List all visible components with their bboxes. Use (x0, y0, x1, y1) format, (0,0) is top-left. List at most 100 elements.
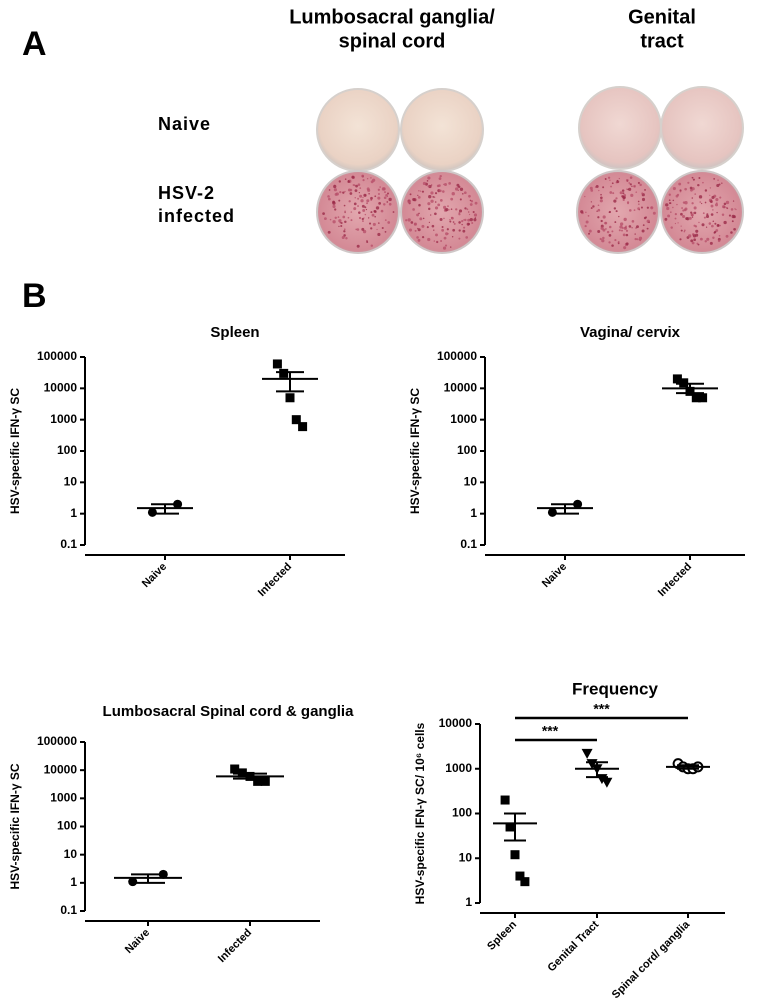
spot (639, 239, 642, 242)
spot (679, 238, 682, 241)
spot (363, 193, 367, 197)
y-tick-label: 10 (64, 475, 78, 489)
spot (719, 196, 722, 199)
spot (718, 183, 721, 186)
spot (377, 188, 381, 191)
spot (364, 206, 367, 209)
spot (617, 241, 620, 244)
spot (619, 191, 623, 195)
spot (600, 219, 603, 223)
spot (329, 218, 332, 221)
spot (672, 199, 675, 202)
spot (613, 207, 617, 210)
spot (412, 208, 415, 211)
spot (664, 217, 668, 221)
spot (633, 209, 636, 212)
spot (342, 215, 346, 219)
spot (631, 220, 635, 223)
spot (715, 198, 719, 202)
spot (723, 202, 727, 206)
spot (433, 240, 436, 242)
point (128, 877, 138, 887)
spot (427, 237, 431, 242)
spot (680, 212, 683, 216)
spot (343, 228, 346, 231)
spot (409, 193, 412, 196)
y-tick-label: 100000 (37, 349, 77, 363)
spot (690, 239, 694, 243)
spot (450, 208, 453, 210)
spot (421, 224, 425, 228)
spot (704, 240, 707, 243)
spot (470, 200, 474, 203)
spot (636, 225, 639, 229)
spot (332, 204, 336, 209)
spot (439, 189, 442, 193)
y-tick-label: 1 (70, 875, 77, 889)
spot (385, 193, 388, 197)
spot (453, 222, 456, 225)
spot (462, 229, 466, 233)
spot (680, 225, 682, 227)
spot (682, 209, 685, 212)
spot (334, 208, 337, 211)
spot (639, 183, 642, 187)
spot (599, 237, 602, 241)
spot (375, 206, 380, 210)
spot (434, 212, 437, 216)
point (285, 393, 295, 403)
spot (687, 181, 690, 184)
spot (407, 218, 411, 222)
spot (698, 221, 700, 224)
spot (368, 222, 372, 225)
dish (316, 170, 400, 254)
y-axis-label: HSV-specific IFN-γ SC (408, 388, 422, 514)
spot (644, 188, 646, 191)
spot (458, 237, 461, 240)
spot (355, 228, 358, 231)
spot (725, 200, 730, 205)
spot (344, 210, 346, 213)
spot (428, 207, 431, 211)
spot (422, 181, 427, 186)
spot (618, 215, 620, 218)
spot (419, 217, 423, 221)
spot (590, 201, 592, 203)
spot (344, 211, 346, 214)
spot (587, 214, 590, 217)
panel-label: A (22, 25, 47, 63)
spot (595, 184, 599, 188)
spot (338, 225, 340, 228)
spot (704, 189, 708, 192)
spot (678, 182, 682, 186)
spot (614, 239, 617, 242)
spot (621, 189, 625, 192)
spot (585, 220, 589, 224)
spot (716, 224, 720, 228)
spot (611, 230, 614, 233)
spot (386, 201, 389, 203)
dish (400, 170, 484, 254)
spot (702, 181, 704, 184)
spot (463, 226, 466, 229)
spot (339, 190, 342, 194)
spot (383, 203, 386, 206)
spot (426, 180, 429, 182)
spot (365, 208, 368, 211)
y-tick-label: 10 (64, 847, 78, 861)
spot (338, 219, 342, 223)
spot (674, 212, 677, 216)
spot (622, 192, 625, 195)
spot (355, 184, 358, 188)
spot (362, 220, 364, 222)
spot (714, 222, 717, 225)
spot (340, 222, 343, 225)
spot (438, 177, 442, 180)
y-axis-label: HSV-specific IFN-γ SC/ 10⁶ cells (413, 722, 427, 904)
spot (588, 229, 592, 233)
spot (623, 226, 628, 230)
spot (378, 201, 382, 205)
spot (377, 196, 381, 200)
spot (602, 186, 605, 189)
spot (600, 226, 604, 230)
